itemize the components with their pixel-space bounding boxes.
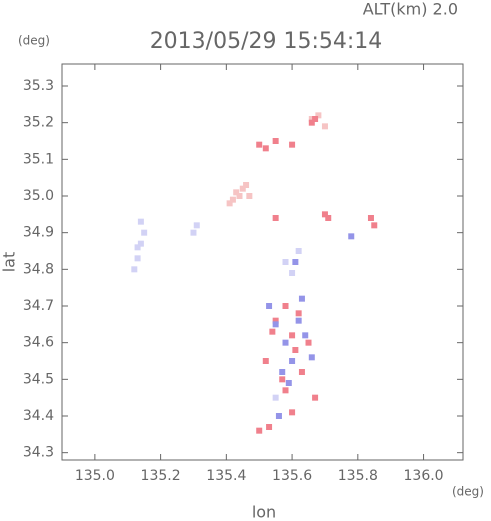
data-point (226, 200, 233, 207)
data-point (348, 233, 355, 240)
data-point (137, 240, 144, 247)
data-point (272, 394, 279, 401)
data-point (262, 145, 269, 152)
data-point (295, 248, 302, 254)
y-tick-label: 34.9 (23, 225, 54, 241)
data-point (321, 123, 328, 130)
y-tick-label: 35.0 (23, 188, 54, 204)
data-point (137, 218, 144, 225)
data-point (266, 424, 273, 430)
data-point (298, 295, 305, 302)
data-point (272, 138, 279, 144)
data-point (272, 317, 279, 324)
data-point (295, 317, 302, 324)
data-point (321, 211, 328, 218)
data-point (256, 141, 263, 148)
chart-title: 2013/05/29 15:54:14 (150, 29, 383, 54)
data-point (279, 369, 286, 375)
y-axis-label: lat (0, 252, 19, 273)
data-point (308, 354, 315, 361)
plot-frame (61, 63, 464, 461)
x-tick-label: 136.0 (404, 468, 444, 484)
data-point (141, 229, 148, 236)
data-point (233, 189, 240, 196)
y-tick-label: 34.3 (23, 445, 54, 461)
y-unit: (deg) (18, 34, 50, 48)
data-point (134, 255, 141, 262)
data-point (282, 303, 289, 309)
data-point (193, 222, 200, 229)
data-point (367, 215, 374, 221)
data-point (269, 328, 276, 335)
data-point (305, 339, 312, 346)
data-point (272, 321, 279, 328)
data-point (282, 339, 289, 346)
data-point (302, 332, 309, 339)
data-point (315, 112, 322, 119)
data-point (190, 229, 197, 236)
y-tick-label: 34.4 (23, 408, 54, 424)
data-point (266, 303, 273, 309)
data-point (256, 427, 263, 434)
x-tick-label: 135.0 (75, 468, 115, 484)
data-point (134, 244, 141, 251)
x-tick-label: 135.4 (206, 468, 246, 484)
data-point (289, 332, 296, 339)
data-point (275, 413, 282, 419)
data-point (289, 358, 296, 364)
data-point (239, 185, 246, 192)
x-unit: (deg) (452, 485, 484, 499)
data-point (289, 409, 296, 416)
y-tick-label: 34.7 (23, 298, 54, 314)
data-point (308, 119, 315, 126)
data-point (289, 141, 296, 148)
data-point (285, 380, 292, 386)
x-tick-label: 135.2 (141, 468, 181, 484)
data-point (131, 266, 138, 273)
data-point (262, 358, 269, 364)
x-axis-label: lon (252, 503, 276, 521)
y-tick-label: 34.6 (23, 335, 54, 351)
x-tick-label: 135.8 (338, 468, 378, 484)
data-point (298, 369, 305, 375)
chart-subtitle: ALT(km) 2.0 (363, 0, 458, 19)
data-point (371, 222, 378, 229)
data-point (272, 215, 279, 221)
data-point (289, 270, 296, 276)
y-tick-label: 35.2 (23, 115, 54, 131)
data-point (282, 259, 289, 265)
data-point (246, 193, 253, 199)
data-point (325, 215, 332, 221)
data-point (292, 259, 299, 265)
y-tick-label: 35.3 (23, 78, 54, 94)
data-point (312, 394, 319, 401)
data-point (236, 193, 243, 199)
data-point (312, 116, 319, 122)
y-tick-label: 34.8 (23, 261, 54, 277)
data-point (292, 347, 299, 353)
data-point (243, 182, 250, 188)
x-tick-label: 135.6 (272, 468, 312, 484)
data-point (282, 387, 289, 394)
data-point (308, 116, 315, 122)
data-point (295, 310, 302, 317)
data-point (229, 196, 236, 203)
data-point (279, 376, 286, 383)
y-tick-label: 34.5 (23, 371, 54, 387)
y-tick-label: 35.1 (23, 151, 54, 167)
